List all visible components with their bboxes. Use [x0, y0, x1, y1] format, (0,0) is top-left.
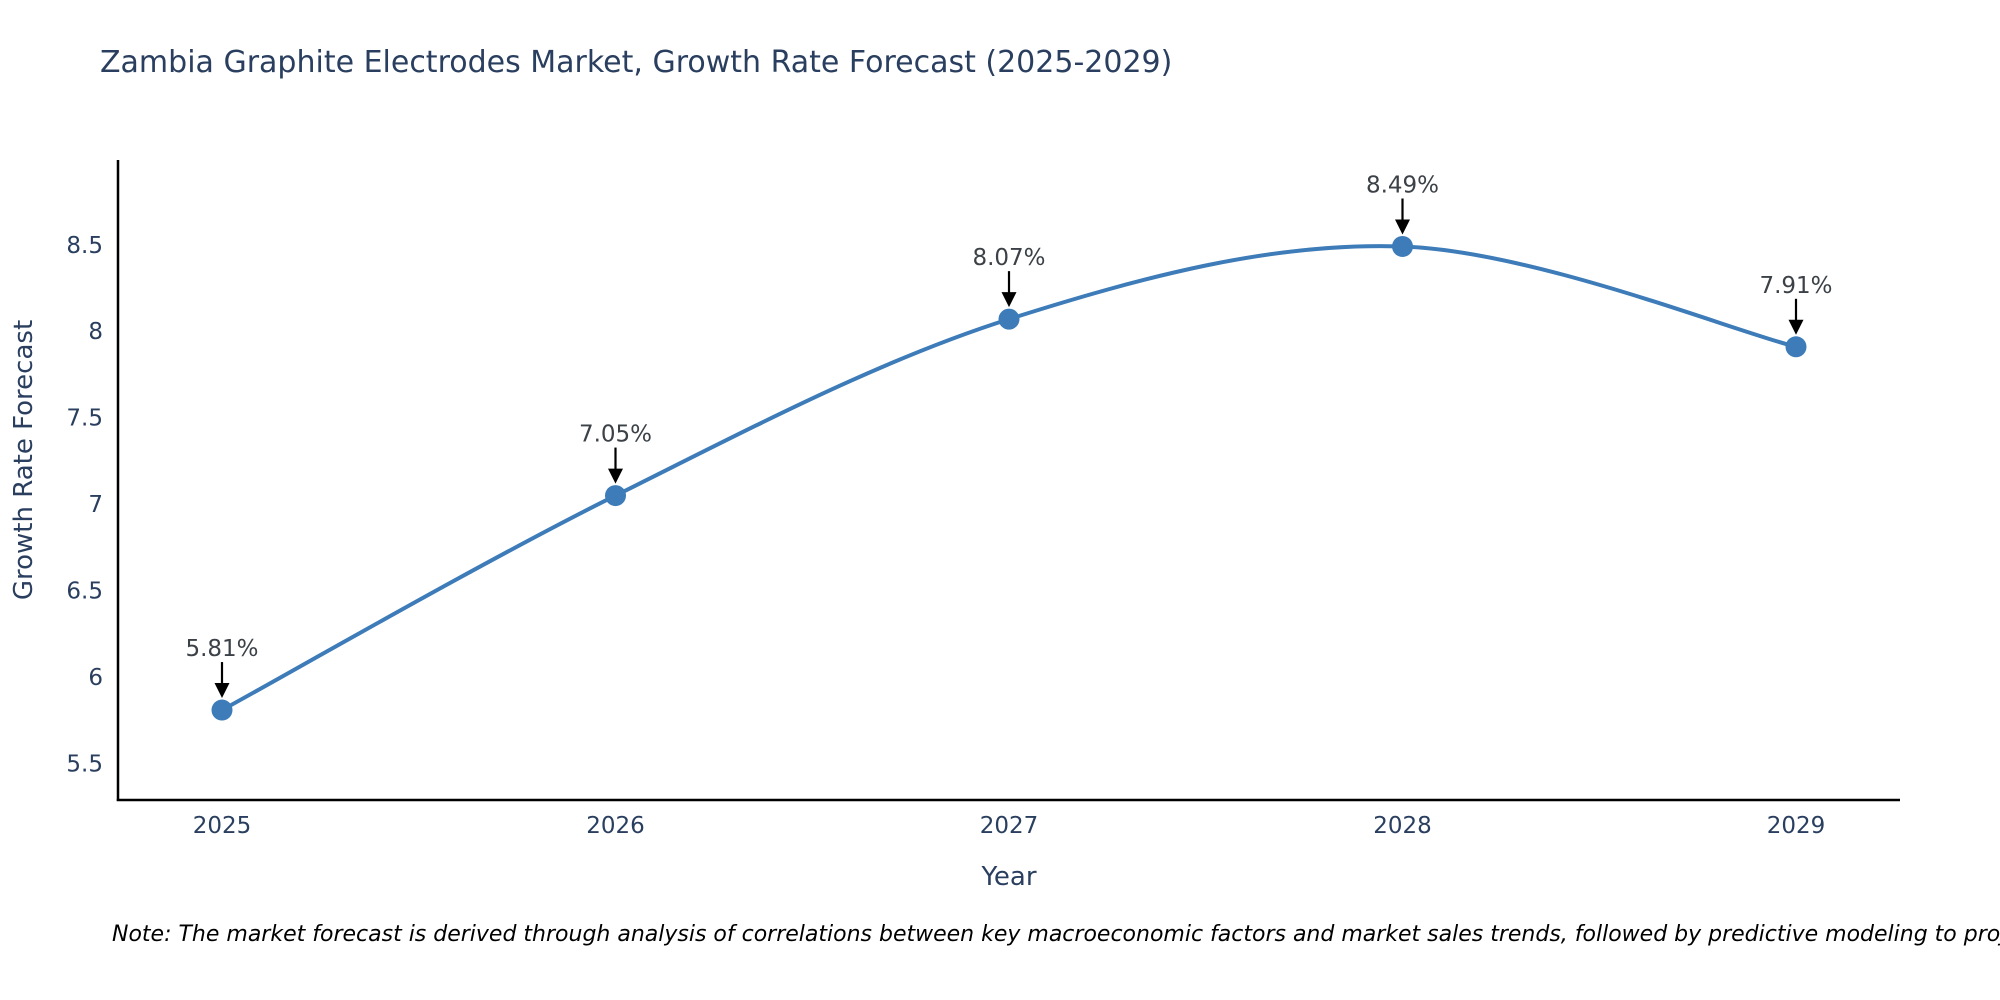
y-tick-label: 6 — [88, 665, 103, 691]
annotation-arrow-head — [1001, 292, 1017, 308]
x-tick-label: 2027 — [980, 813, 1039, 839]
x-axis-title: Year — [980, 862, 1036, 892]
chart-title: Zambia Graphite Electrodes Market, Growt… — [100, 45, 1172, 80]
y-tick-label: 5.5 — [66, 752, 103, 778]
data-point-label: 8.07% — [972, 245, 1045, 271]
x-tick-label: 2028 — [1373, 813, 1432, 839]
annotation-arrow-head — [608, 468, 623, 484]
data-point — [605, 485, 626, 507]
data-point-label: 8.49% — [1366, 172, 1439, 198]
annotation-arrow-head — [1395, 219, 1410, 235]
annotation-arrow-head — [1788, 319, 1804, 335]
data-point-label: 5.81% — [185, 636, 258, 662]
data-point — [211, 699, 233, 721]
x-tick-label: 2029 — [1767, 813, 1826, 839]
data-point — [1392, 235, 1413, 257]
data-point — [998, 308, 1020, 330]
series-growth-rate — [211, 235, 1807, 721]
y-tick-label: 6.5 — [66, 579, 103, 605]
x-axis-tick-labels: 2025 2026 2027 2028 2029 — [193, 813, 1826, 839]
x-tick-label: 2026 — [586, 813, 645, 839]
y-tick-label: 8 — [88, 319, 103, 345]
y-axis-title: Growth Rate Forecast — [9, 320, 39, 600]
annotation-arrow-head — [214, 683, 230, 699]
y-axis-tick-labels: 5.5 6 6.5 7 7.5 8 8.5 — [66, 233, 103, 778]
data-point-label: 7.05% — [579, 422, 652, 448]
data-point-annotations: 5.81% 7.05% 8.07% 8.49% 7.91% — [185, 172, 1833, 699]
y-tick-label: 7 — [88, 492, 103, 518]
y-tick-label: 7.5 — [66, 406, 103, 432]
data-point-label: 7.91% — [1759, 273, 1832, 299]
data-point — [1785, 336, 1807, 358]
footnote: Note: The market forecast is derived thr… — [112, 922, 2000, 947]
x-tick-label: 2025 — [193, 813, 252, 839]
y-tick-label: 8.5 — [66, 233, 103, 259]
